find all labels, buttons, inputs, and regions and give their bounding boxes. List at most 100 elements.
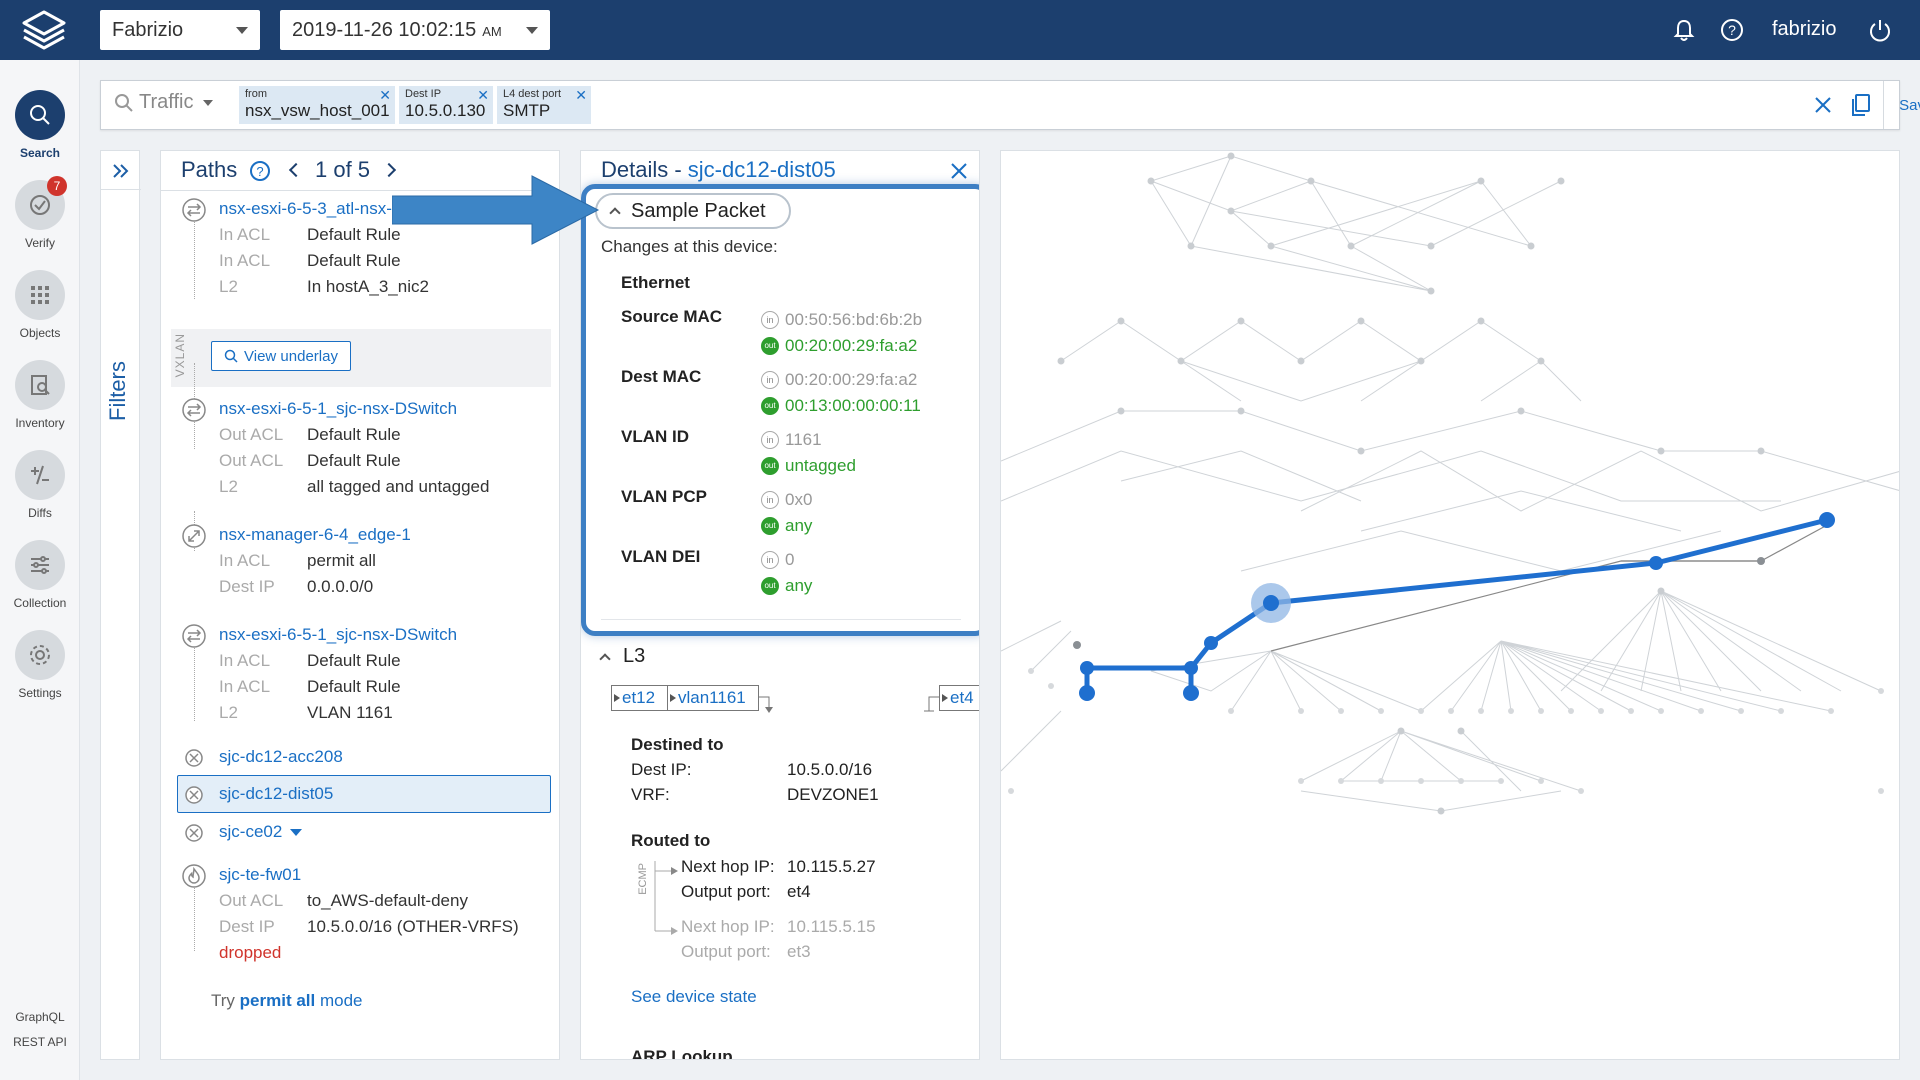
hop-key: Out ACL bbox=[219, 451, 284, 470]
hop-row: In ACL Default Rule bbox=[219, 648, 401, 674]
path-hop-link[interactable]: sjc-te-fw01 bbox=[219, 865, 302, 884]
hop-value: all tagged and untagged bbox=[307, 477, 490, 496]
path-hop-link[interactable]: nsx-esxi-6-5-1_sjc-nsx-DSwitch bbox=[219, 625, 458, 644]
output-port-row: Output port: et3 bbox=[681, 942, 811, 962]
field-values: in 00:20:00:29:fa:a2 out 00:13:00:00:00:11 bbox=[761, 367, 921, 419]
nav-label: Search bbox=[19, 146, 61, 160]
help-icon[interactable]: ? bbox=[249, 160, 271, 182]
user-name[interactable]: fabrizio bbox=[1772, 18, 1837, 40]
field-out: 00:20:00:29:fa:a2 bbox=[785, 336, 918, 355]
nav-diffs[interactable]: Diffs bbox=[0, 450, 80, 520]
see-device-state-link[interactable]: See device state bbox=[631, 987, 757, 1006]
search-chip-dest-ip[interactable]: Dest IP 10.5.0.130 ✕ bbox=[399, 86, 493, 124]
bell-icon[interactable] bbox=[1670, 16, 1698, 44]
vxlan-underlay-section: VXLAN View underlay bbox=[171, 329, 551, 387]
search-chip-from[interactable]: from nsx_vsw_host_001 ✕ bbox=[239, 86, 395, 124]
switch-icon bbox=[185, 824, 203, 842]
chevron-down-icon[interactable] bbox=[290, 829, 303, 837]
permit-all-link[interactable]: permit all bbox=[239, 991, 316, 1010]
search-icon bbox=[15, 90, 65, 140]
search-bar[interactable]: Traffic from nsx_vsw_host_001 ✕ Dest IP … bbox=[100, 80, 1920, 130]
field-values: in 1161 out untagged bbox=[761, 427, 856, 479]
l3-label: L3 bbox=[623, 645, 646, 667]
nav-search[interactable]: Search bbox=[0, 90, 80, 160]
path-hop-link[interactable]: nsx-esxi-6-5-1_sjc-nsx-DSwitch bbox=[219, 399, 458, 418]
field-values: in 0x0 out any bbox=[761, 487, 812, 539]
field-in: 00:20:00:29:fa:a2 bbox=[785, 370, 918, 389]
close-icon[interactable]: ✕ bbox=[575, 87, 587, 103]
selected-hop-highlight[interactable] bbox=[177, 775, 551, 813]
details-panel: Details - sjc-dc12-dist05 Sample Packet … bbox=[580, 150, 980, 1060]
forward-logo-icon[interactable] bbox=[16, 6, 72, 54]
mode-link[interactable]: mode bbox=[319, 991, 363, 1010]
destined-to-heading: Destined to bbox=[631, 735, 724, 754]
expand-filters-icon[interactable] bbox=[110, 161, 132, 181]
search-chip-l4-port[interactable]: L4 dest port SMTP ✕ bbox=[497, 86, 591, 124]
path-hop-link[interactable]: sjc-dc12-dist05 bbox=[219, 784, 334, 803]
filters-panel[interactable]: Filters bbox=[100, 150, 141, 1060]
hop-details: Out ACL to_AWS-default-deny Dest IP 10.5.0… bbox=[219, 888, 519, 966]
snapshot-datetime-select[interactable]: 2019-11-26 10:02:15 AM bbox=[280, 10, 550, 50]
port-ingress[interactable]: et12 bbox=[611, 685, 667, 711]
topology-canvas[interactable] bbox=[1001, 151, 1900, 1060]
field-out: any bbox=[785, 576, 813, 595]
nav-collection[interactable]: Collection bbox=[0, 540, 80, 610]
hop-value: permit all bbox=[307, 551, 376, 570]
hop-row: In ACL Default Rule bbox=[219, 222, 429, 248]
sample-packet-toggle[interactable]: Sample Packet bbox=[595, 193, 791, 229]
topology-graph[interactable] bbox=[1000, 150, 1900, 1060]
port-connector-icon bbox=[924, 696, 939, 712]
path-hop-link[interactable]: sjc-ce02 bbox=[219, 822, 303, 842]
nav-graphql[interactable]: GraphQL bbox=[15, 1010, 65, 1024]
path-hop-link[interactable]: sjc-dc12-acc208 bbox=[219, 747, 343, 766]
search-icon bbox=[115, 93, 133, 112]
hop-value: Default Rule bbox=[307, 225, 401, 244]
output-port-label: Output port: bbox=[681, 882, 771, 901]
l3-toggle[interactable]: L3 bbox=[599, 645, 646, 668]
gear-icon bbox=[15, 630, 65, 680]
hop-row: Out ACL to_AWS-default-deny bbox=[219, 888, 519, 914]
field-label: VLAN PCP bbox=[621, 487, 707, 506]
in-badge-icon: in bbox=[761, 431, 779, 449]
nav-settings[interactable]: Settings bbox=[0, 630, 80, 700]
search-type-label: Traffic bbox=[139, 91, 194, 113]
dest-ip-label: Dest IP: bbox=[631, 760, 692, 779]
hop-value: Default Rule bbox=[307, 651, 401, 670]
dest-ip-row: Dest IP: 10.5.0.0/16 bbox=[631, 760, 872, 780]
view-underlay-button[interactable]: View underlay bbox=[211, 341, 351, 371]
filters-label[interactable]: Filters bbox=[105, 361, 130, 421]
nav-objects[interactable]: Objects bbox=[0, 270, 80, 340]
hop-key: In ACL bbox=[219, 225, 271, 244]
hop-key: In ACL bbox=[219, 251, 271, 270]
nav-inventory[interactable]: Inventory bbox=[0, 360, 80, 430]
nav-label: Objects bbox=[19, 326, 61, 340]
path-connector bbox=[194, 213, 195, 299]
path-pager: 1 of 5 bbox=[288, 157, 397, 183]
chip-value: 10.5.0.130 bbox=[405, 101, 486, 120]
hop-key: In ACL bbox=[219, 551, 271, 570]
chevron-left-icon[interactable] bbox=[288, 162, 304, 178]
power-icon[interactable] bbox=[1866, 16, 1894, 44]
paths-panel: Paths ? 1 of 5 nsx-esxi-6-5-3_atl-nsx-DS… bbox=[160, 150, 560, 1060]
search-type-select[interactable]: Traffic bbox=[113, 91, 214, 114]
port-egress[interactable]: et4 bbox=[939, 685, 979, 711]
network-select[interactable]: Fabrizio bbox=[100, 10, 260, 50]
path-hop-link[interactable]: nsx-manager-6-4_edge-1 bbox=[219, 525, 411, 544]
port-vlan[interactable]: vlan1161 bbox=[667, 685, 759, 711]
help-icon[interactable]: ? bbox=[1718, 16, 1746, 44]
chevron-up-icon bbox=[599, 652, 611, 665]
nav-verify[interactable]: 7 Verify bbox=[0, 176, 80, 250]
chip-key: L4 dest port bbox=[503, 88, 562, 100]
close-icon[interactable]: ✕ bbox=[477, 87, 489, 103]
details-title-prefix: Details - bbox=[601, 157, 688, 182]
hop-key: L2 bbox=[219, 277, 238, 296]
save-as-button[interactable]: Save as... bbox=[1883, 81, 1920, 129]
details-device-link[interactable]: sjc-dc12-dist05 bbox=[687, 157, 836, 182]
close-icon[interactable] bbox=[949, 161, 969, 181]
clear-search-icon[interactable] bbox=[1811, 93, 1835, 117]
nav-rest-api[interactable]: REST API bbox=[13, 1035, 67, 1049]
top-bar: Fabrizio 2019-11-26 10:02:15 AM ? fabrizi… bbox=[0, 0, 1920, 60]
routed-to-heading: Routed to bbox=[631, 831, 711, 850]
close-icon[interactable]: ✕ bbox=[379, 87, 391, 103]
copy-icon[interactable] bbox=[1849, 92, 1873, 118]
